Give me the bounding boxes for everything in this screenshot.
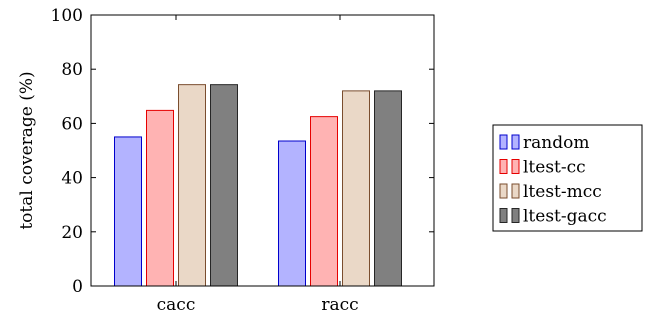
bar-random-cacc <box>114 136 142 287</box>
y-tick-label: 20 <box>61 223 83 243</box>
bar-ltest-mcc-racc <box>342 90 370 287</box>
legend-label-ltest-gacc: ltest-gacc <box>523 207 607 227</box>
legend-swatch-random <box>499 134 508 150</box>
bar-ltest-cc-racc <box>310 116 338 287</box>
legend-swatch-ltest-gacc <box>499 208 508 223</box>
legend-swatch-ltest-mcc <box>511 183 520 199</box>
y-tick-label: 100 <box>51 6 83 26</box>
ticks-layer: 0 20 40 60 80 100 cacc racc <box>51 6 434 315</box>
bar-ltest-mcc-cacc <box>178 84 206 287</box>
legend-swatch-ltest-cc <box>499 159 508 174</box>
legend-swatch-ltest-gacc <box>511 208 520 223</box>
y-tick-label: 60 <box>61 114 83 134</box>
bar-ltest-cc-cacc <box>146 109 174 287</box>
legend-label-ltest-mcc: ltest-mcc <box>523 182 602 202</box>
x-tick-label: cacc <box>157 295 196 315</box>
bar-random-racc <box>278 140 306 287</box>
y-tick-label: 0 <box>72 277 83 297</box>
plot-frame <box>90 14 435 287</box>
bars-layer <box>114 84 402 287</box>
y-axis-label: total coverage (%) <box>17 71 37 229</box>
bar-ltest-gacc-racc <box>374 90 402 287</box>
y-tick-label: 80 <box>61 60 83 80</box>
y-tick-label: 40 <box>61 169 83 189</box>
legend-swatch-ltest-cc <box>511 159 520 174</box>
legend-swatch-random <box>511 134 520 150</box>
legend-label-ltest-cc: ltest-cc <box>523 158 586 178</box>
legend-swatch-ltest-mcc <box>499 183 508 199</box>
legend-label-random: random <box>523 133 589 153</box>
x-tick-label: racc <box>321 295 358 315</box>
bar-ltest-gacc-cacc <box>210 84 238 287</box>
legend: random ltest-cc ltest-mcc ltest-gacc <box>492 124 643 232</box>
